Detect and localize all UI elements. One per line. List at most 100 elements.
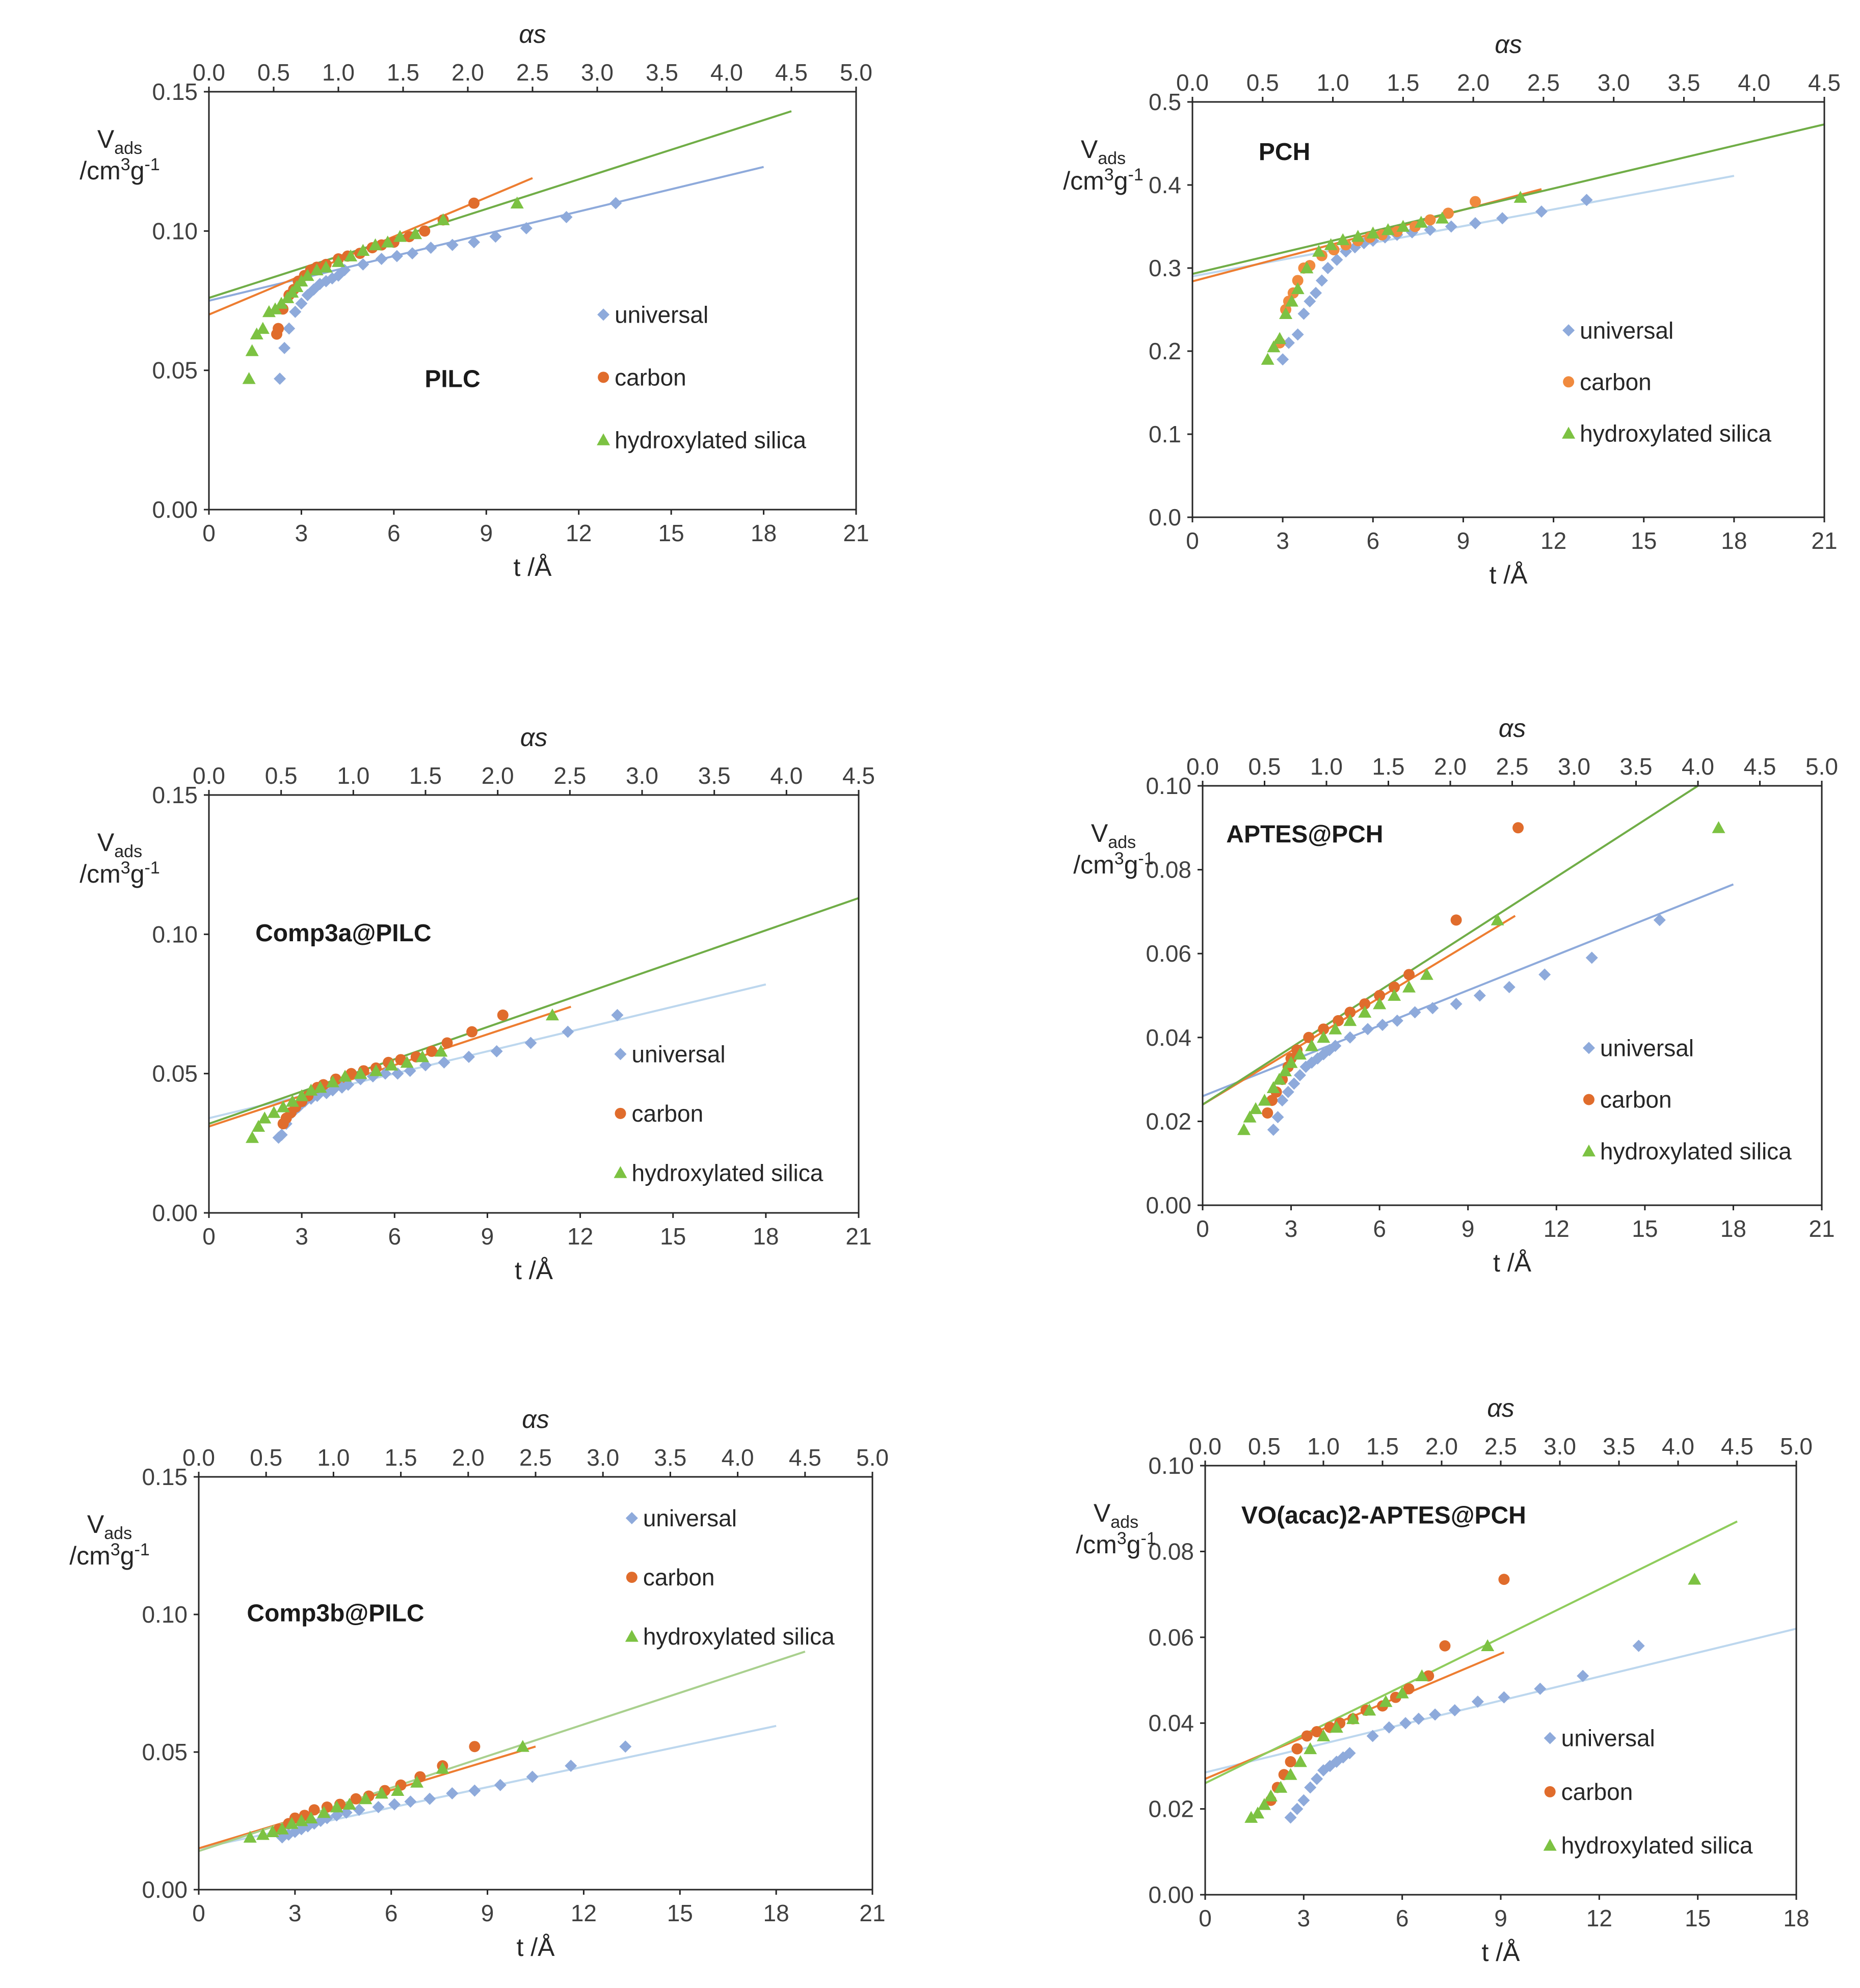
y-tick-label: 0.15 bbox=[152, 78, 198, 105]
legend-marker-carbon bbox=[1563, 376, 1575, 388]
top-tick-label: 3.5 bbox=[654, 1444, 686, 1471]
data-point bbox=[1301, 1730, 1313, 1742]
data-point bbox=[424, 242, 437, 254]
top-tick-label: 4.5 bbox=[775, 59, 808, 86]
data-point bbox=[273, 323, 284, 334]
top-tick-label: 4.0 bbox=[710, 59, 743, 86]
y-axis-label: Vads/cm3g-1 bbox=[69, 1510, 150, 1570]
legend-label: hydroxylated silica bbox=[1600, 1138, 1792, 1164]
data-point bbox=[1420, 968, 1433, 980]
top-axis-label: αs bbox=[519, 20, 546, 48]
series-hydroxylated-silica bbox=[246, 1008, 559, 1143]
top-tick-label: 1.5 bbox=[1387, 69, 1419, 96]
x-tick-label: 9 bbox=[481, 1223, 494, 1250]
x-tick-label: 6 bbox=[1366, 527, 1379, 554]
top-tick-label: 5.0 bbox=[1805, 753, 1838, 780]
y-label-g: g bbox=[1127, 1530, 1141, 1559]
y-label-v: V bbox=[1081, 135, 1098, 164]
data-point bbox=[1362, 1023, 1374, 1036]
data-point bbox=[1653, 914, 1666, 926]
series-universal bbox=[276, 1740, 632, 1844]
y-tick-label: 0.04 bbox=[1146, 1024, 1191, 1051]
y-label-sub: ads bbox=[114, 139, 142, 158]
data-point bbox=[1632, 1639, 1645, 1652]
x-tick-label: 3 bbox=[1297, 1905, 1311, 1931]
legend-label: carbon bbox=[643, 1564, 715, 1591]
y-tick-label: 0.00 bbox=[1146, 1192, 1191, 1218]
legend-marker-universal bbox=[1562, 324, 1575, 337]
top-tick-label: 0.0 bbox=[182, 1444, 215, 1471]
fit-line-0 bbox=[209, 166, 764, 302]
x-tick-label: 9 bbox=[1494, 1905, 1507, 1931]
y-tick-label: 0.10 bbox=[1146, 773, 1191, 799]
top-tick-label: 1.5 bbox=[1366, 1433, 1399, 1460]
y-label-v: V bbox=[97, 828, 115, 857]
y-tick-label: 0.1 bbox=[1149, 421, 1181, 447]
data-point bbox=[276, 1100, 290, 1112]
y-label-g: g bbox=[120, 1542, 135, 1570]
x-tick-label: 12 bbox=[1544, 1215, 1570, 1242]
data-point bbox=[1305, 1039, 1319, 1051]
top-tick-label: 0.0 bbox=[1189, 1433, 1221, 1460]
data-point bbox=[1282, 336, 1295, 349]
data-point bbox=[1346, 1712, 1360, 1725]
data-point bbox=[497, 1009, 509, 1021]
top-tick-label: 4.5 bbox=[842, 762, 875, 789]
data-point bbox=[388, 1798, 401, 1811]
data-point bbox=[1391, 1014, 1403, 1027]
data-point bbox=[1324, 238, 1338, 250]
x-tick-label: 12 bbox=[566, 520, 592, 546]
data-point bbox=[1304, 295, 1316, 308]
x-tick-label: 18 bbox=[1783, 1905, 1809, 1931]
data-point bbox=[1471, 1695, 1484, 1708]
y-label-v: V bbox=[1094, 1499, 1111, 1527]
top-tick-label: 1.0 bbox=[337, 762, 369, 789]
data-point bbox=[1276, 1094, 1289, 1107]
data-point bbox=[409, 227, 422, 240]
data-point bbox=[332, 255, 345, 267]
data-point bbox=[283, 322, 296, 335]
y-label-line2: /cm3g-1 bbox=[1063, 165, 1144, 195]
x-tick-label: 12 bbox=[1586, 1905, 1612, 1931]
x-tick-label: 21 bbox=[845, 1223, 871, 1250]
y-label-unit: /cm bbox=[1063, 167, 1104, 195]
x-tick-label: 12 bbox=[1540, 527, 1566, 554]
data-point bbox=[1469, 217, 1482, 229]
top-tick-label: 1.5 bbox=[387, 59, 419, 86]
top-tick-label: 3.0 bbox=[581, 59, 614, 86]
data-point bbox=[438, 1056, 450, 1069]
bottom-axis-label: t /Å bbox=[513, 553, 552, 581]
legend-label: carbon bbox=[1600, 1086, 1672, 1113]
y-tick-label: 0.04 bbox=[1148, 1710, 1194, 1736]
data-point bbox=[1403, 1683, 1415, 1694]
data-point bbox=[1273, 332, 1287, 344]
y-label-sup: 3 bbox=[1114, 849, 1124, 868]
data-point bbox=[1288, 1077, 1300, 1090]
y-label-line2: /cm3g-1 bbox=[79, 858, 160, 888]
legend-marker-hydroxylated-silica bbox=[597, 433, 610, 445]
panel-pch: 0 3 6 9 12 15 18 210.00.10.20.30.40.50.0 0.5 1.0 1… bbox=[1063, 30, 1841, 589]
y-tick-label: 0.5 bbox=[1149, 89, 1181, 115]
top-tick-label: 0.0 bbox=[193, 762, 225, 789]
data-point bbox=[1442, 207, 1454, 219]
legend-marker-hydroxylated-silica bbox=[1562, 427, 1576, 439]
legend-marker-hydroxylated-silica bbox=[1543, 1839, 1557, 1851]
x-tick-label: 18 bbox=[1721, 527, 1747, 554]
data-point bbox=[289, 305, 302, 318]
series-hydroxylated-silica bbox=[243, 1740, 529, 1843]
data-point bbox=[1498, 1691, 1510, 1704]
y-tick-label: 0.00 bbox=[152, 1200, 198, 1226]
y-axis-label: Vads/cm3g-1 bbox=[1063, 135, 1144, 195]
x-tick-label: 9 bbox=[480, 520, 493, 546]
data-point bbox=[1304, 1781, 1317, 1794]
y-label-sub: ads bbox=[104, 1524, 132, 1543]
x-tick-label: 15 bbox=[1632, 1215, 1658, 1242]
data-point bbox=[516, 1740, 529, 1752]
series-universal bbox=[272, 1009, 624, 1144]
y-label-unit: /cm bbox=[79, 156, 121, 185]
x-tick-label: 15 bbox=[658, 520, 684, 546]
data-point bbox=[285, 1095, 299, 1107]
data-point bbox=[1292, 275, 1304, 286]
top-tick-label: 1.5 bbox=[385, 1444, 417, 1471]
series-universal bbox=[1284, 1639, 1645, 1824]
